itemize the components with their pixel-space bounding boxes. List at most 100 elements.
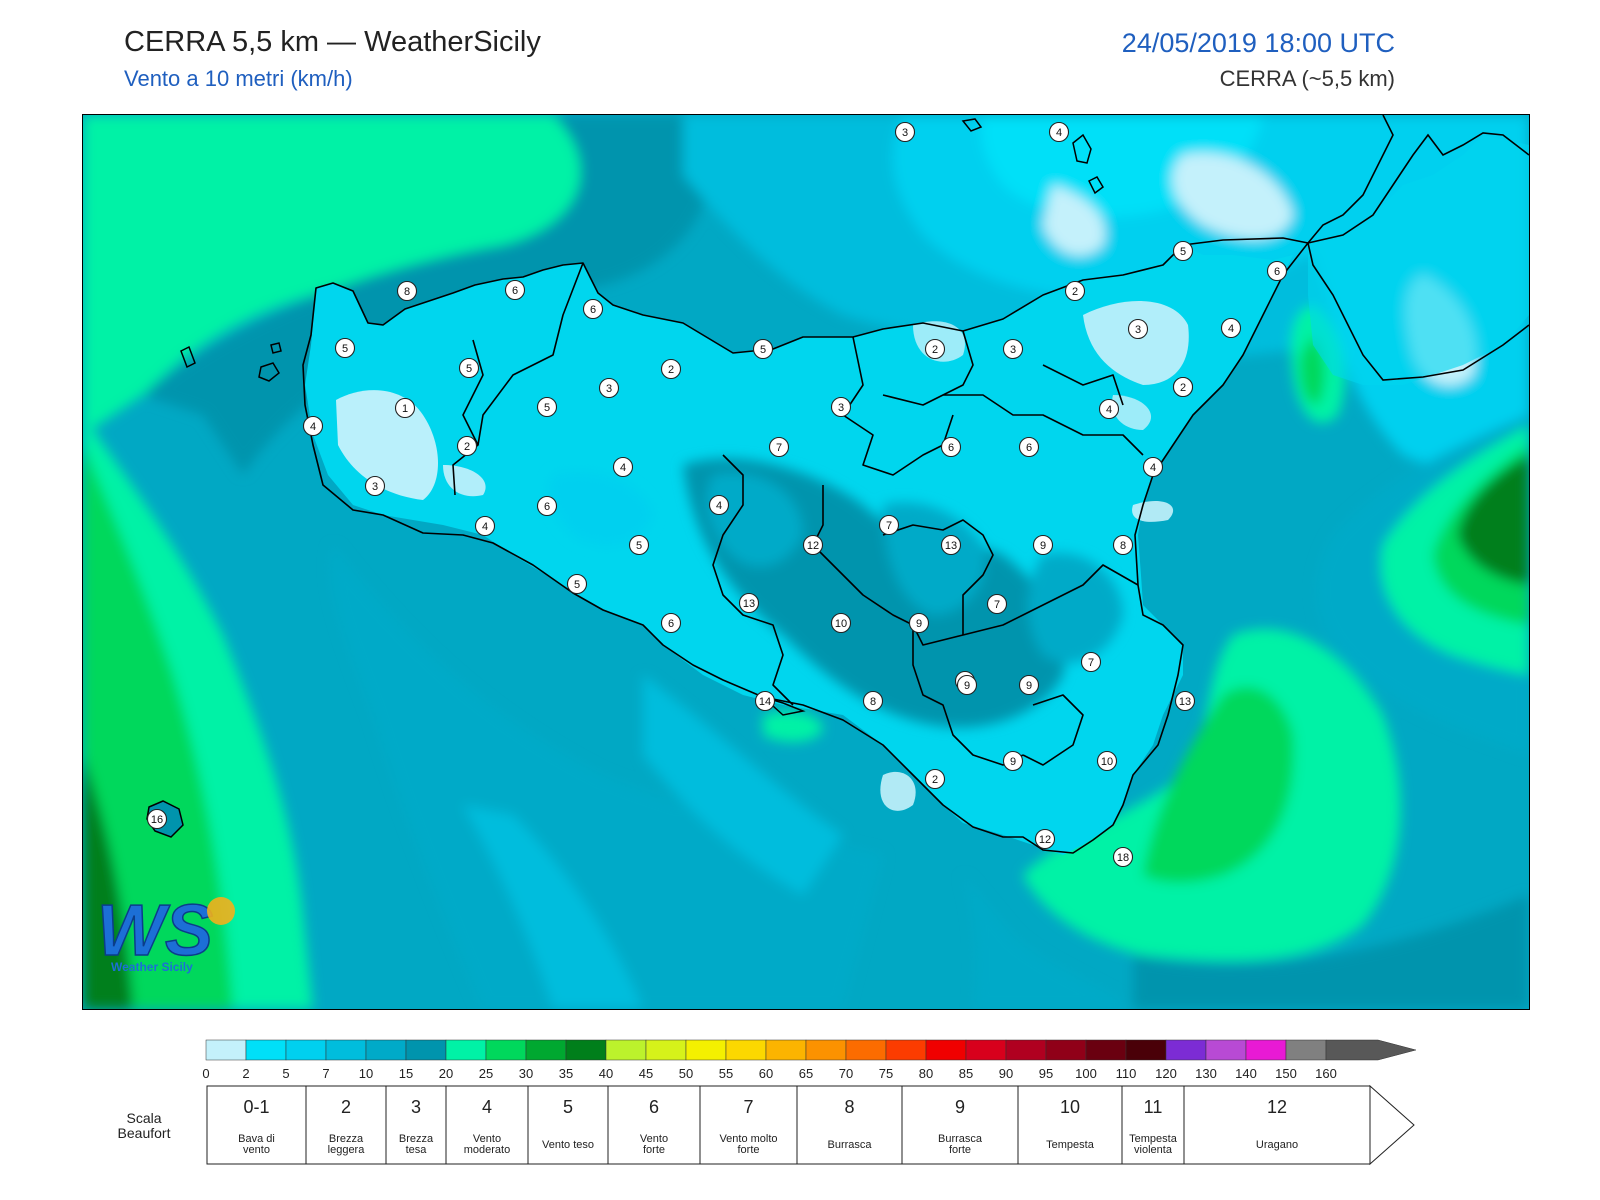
beaufort-number: 6 — [649, 1097, 659, 1117]
colorbar-arrow — [1325, 1039, 1417, 1061]
colorbar-segment — [645, 1039, 687, 1061]
colorbar-tick-label: 75 — [879, 1066, 893, 1081]
station-circle — [708, 494, 730, 516]
station-marker: 3 — [894, 121, 916, 143]
beaufort-box — [699, 1085, 798, 1165]
beaufort-desc: Burrasca — [827, 1139, 872, 1151]
station-value: 3 — [902, 127, 908, 139]
beaufort-box — [305, 1085, 387, 1165]
station-marker: 6 — [536, 495, 558, 517]
beaufort-number: 3 — [411, 1097, 421, 1117]
station-marker: 13 — [1174, 690, 1196, 712]
colorbar-segment — [685, 1039, 727, 1061]
station-circle — [660, 612, 682, 634]
weathersicily-logo: WS Weather Sicily — [96, 890, 235, 974]
beaufort-class: 12 Uragano — [1183, 1085, 1371, 1165]
station-marker: 6 — [582, 298, 604, 320]
beaufort-arrow — [1369, 1084, 1415, 1166]
station-circle — [878, 514, 900, 536]
beaufort-desc: moderato — [464, 1144, 510, 1156]
colorbar-segment — [805, 1039, 847, 1061]
colorbar-tick-label: 120 — [1155, 1066, 1177, 1081]
colorbar-tick-label: 60 — [759, 1066, 773, 1081]
station-value: 6 — [668, 618, 674, 630]
beaufort-desc: Tempesta — [1046, 1139, 1095, 1151]
beaufort-desc: Bava di — [238, 1133, 275, 1145]
beaufort-desc: leggera — [328, 1144, 366, 1156]
beaufort-desc: Vento — [640, 1133, 668, 1145]
station-marker: 6 — [1266, 260, 1288, 282]
station-value: 5 — [544, 402, 550, 414]
colorbar-tick-label: 10 — [359, 1066, 373, 1081]
colorbar-segment — [205, 1039, 247, 1061]
station-circle — [738, 592, 760, 614]
beaufort-desc: Tempesta — [1129, 1133, 1178, 1145]
station-marker: 5 — [566, 573, 588, 595]
station-marker: 4 — [612, 456, 634, 478]
station-circle — [536, 495, 558, 517]
station-marker: 2 — [1172, 376, 1194, 398]
station-marker: 4 — [302, 415, 324, 437]
station-value: 4 — [1228, 323, 1234, 335]
station-value: 13 — [945, 540, 957, 552]
station-circle — [768, 436, 790, 458]
station-marker: 13 — [738, 592, 760, 614]
station-marker: 4 — [1220, 317, 1242, 339]
station-marker: 12 — [802, 534, 824, 556]
station-value: 8 — [404, 286, 410, 298]
station-marker: 3 — [1002, 338, 1024, 360]
beaufort-box — [527, 1085, 609, 1165]
station-circle — [1112, 846, 1134, 868]
beaufort-label-line1: Scala — [126, 1110, 162, 1126]
colorbar-segment — [605, 1039, 647, 1061]
wind-map[interactable]: 3458662555232324214253647366443465412713… — [82, 114, 1530, 1010]
colorbar-tick-label: 5 — [282, 1066, 289, 1081]
station-circle — [1127, 318, 1149, 340]
station-circle — [1018, 674, 1040, 696]
station-circle — [802, 534, 824, 556]
beaufort-number: 2 — [341, 1097, 351, 1117]
beaufort-class: 5 Vento teso — [527, 1085, 609, 1165]
colorbar-segment — [765, 1039, 807, 1061]
map-subtitle: Vento a 10 metri (km/h) — [124, 66, 353, 91]
colorbar-tick-label: 15 — [399, 1066, 413, 1081]
beaufort-label-line2: Beaufort — [117, 1125, 171, 1141]
station-circle — [364, 475, 386, 497]
colorbar-segment — [1125, 1039, 1167, 1061]
station-circle — [146, 808, 168, 830]
station-circle — [598, 377, 620, 399]
station-value: 9 — [1026, 680, 1032, 692]
station-value: 2 — [932, 774, 938, 786]
beaufort-box — [1121, 1085, 1185, 1165]
colorbar-tick-label: 150 — [1275, 1066, 1297, 1081]
colorbar — [205, 1039, 1417, 1061]
colorbar-tick-label: 110 — [1116, 1066, 1137, 1081]
station-value: 5 — [760, 344, 766, 356]
station-marker: 9 — [1002, 750, 1024, 772]
colorbar-segment — [965, 1039, 1007, 1061]
colorbar-segment — [925, 1039, 967, 1061]
beaufort-desc: forte — [737, 1144, 759, 1156]
station-value: 2 — [464, 441, 470, 453]
station-value: 5 — [342, 343, 348, 355]
station-marker: 2 — [456, 435, 478, 457]
colorbar-segment — [565, 1039, 607, 1061]
station-value: 3 — [372, 481, 378, 493]
station-value: 8 — [1120, 540, 1126, 552]
station-circle — [1266, 260, 1288, 282]
colorbar-segment — [245, 1039, 287, 1061]
station-marker: 6 — [504, 279, 526, 301]
station-marker: 5 — [752, 338, 774, 360]
station-marker: 9 — [956, 674, 978, 696]
wind-contours — [83, 115, 1529, 1009]
colorbar-segment — [1165, 1039, 1207, 1061]
beaufort-box — [1017, 1085, 1123, 1165]
station-circle — [1032, 534, 1054, 556]
beaufort-desc: tesa — [406, 1144, 428, 1156]
station-circle — [830, 396, 852, 418]
